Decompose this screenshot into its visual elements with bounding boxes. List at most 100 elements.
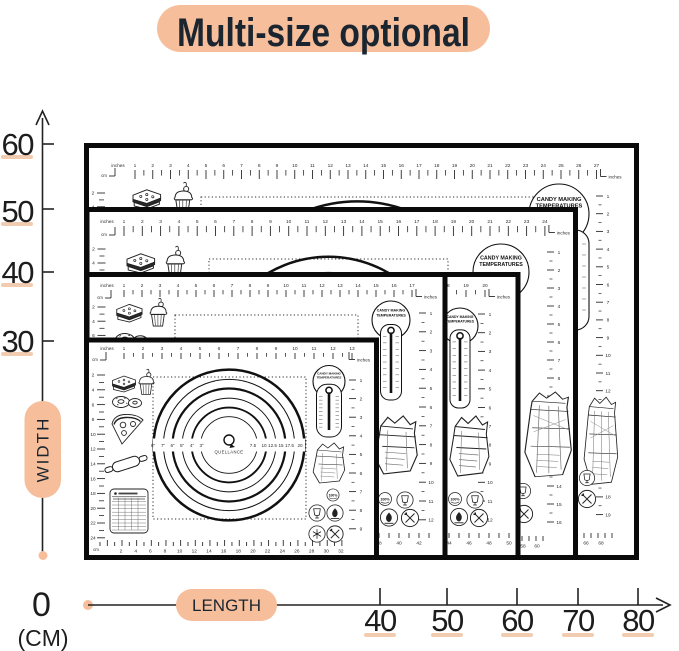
svg-text:44: 44 <box>446 541 452 547</box>
svg-text:8: 8 <box>249 283 252 289</box>
svg-text:21: 21 <box>487 163 493 169</box>
svg-text:inches: inches <box>100 219 114 224</box>
svg-text:3: 3 <box>489 349 492 355</box>
svg-text:TEMPERATURES: TEMPERATURES <box>446 320 475 324</box>
svg-text:5: 5 <box>195 283 198 289</box>
svg-text:3: 3 <box>169 163 172 169</box>
svg-text:12: 12 <box>330 346 336 352</box>
svg-text:7: 7 <box>607 300 610 306</box>
svg-text:5: 5 <box>205 163 208 169</box>
svg-text:inches: inches <box>100 283 114 288</box>
svg-text:CANDY MAKING: CANDY MAKING <box>537 197 582 203</box>
svg-text:16: 16 <box>399 163 405 169</box>
svg-text:2: 2 <box>92 305 95 311</box>
svg-text:9: 9 <box>276 163 279 169</box>
svg-text:24: 24 <box>90 536 96 542</box>
svg-text:TEMPERATURES: TEMPERATURES <box>536 204 583 210</box>
svg-text:20: 20 <box>297 443 303 448</box>
svg-text:4: 4 <box>134 549 137 555</box>
svg-text:14: 14 <box>359 219 365 225</box>
svg-text:1: 1 <box>430 311 433 317</box>
svg-text:5: 5 <box>196 219 199 225</box>
svg-text:inches: inches <box>111 163 125 168</box>
svg-text:7: 7 <box>237 346 240 352</box>
svg-text:TEMPERATURES: TEMPERATURES <box>376 313 406 317</box>
svg-text:15: 15 <box>381 163 387 169</box>
svg-text:TEMPERATURES: TEMPERATURES <box>479 262 523 268</box>
svg-text:2: 2 <box>141 283 144 289</box>
svg-text:20: 20 <box>482 283 488 289</box>
svg-text:5: 5 <box>199 346 202 352</box>
svg-text:8: 8 <box>256 346 259 352</box>
svg-text:50: 50 <box>2 194 35 229</box>
svg-text:46: 46 <box>466 541 472 547</box>
svg-text:6: 6 <box>430 405 433 411</box>
svg-text:3: 3 <box>360 415 363 421</box>
svg-text:11: 11 <box>310 163 315 169</box>
svg-text:58: 58 <box>520 544 526 550</box>
svg-text:23: 23 <box>524 219 530 225</box>
svg-text:18: 18 <box>432 219 438 225</box>
svg-text:6: 6 <box>214 219 217 225</box>
svg-text:cm: cm <box>97 295 103 300</box>
svg-text:7: 7 <box>489 424 492 430</box>
svg-text:4: 4 <box>187 163 190 169</box>
svg-text:9: 9 <box>360 527 363 533</box>
svg-text:inches: inches <box>557 231 571 236</box>
svg-text:6: 6 <box>360 471 363 477</box>
svg-text:6”: 6” <box>170 443 175 448</box>
svg-text:16: 16 <box>90 476 96 482</box>
svg-text:5: 5 <box>430 386 433 392</box>
svg-text:2: 2 <box>141 219 144 225</box>
svg-text:3: 3 <box>159 219 162 225</box>
svg-text:7: 7 <box>558 358 561 364</box>
svg-text:15: 15 <box>373 283 379 289</box>
svg-text:2: 2 <box>558 268 561 274</box>
svg-text:7”: 7” <box>161 443 166 448</box>
svg-text:cm: cm <box>101 232 107 237</box>
svg-text:22: 22 <box>506 219 512 225</box>
svg-text:26: 26 <box>294 549 300 555</box>
svg-text:10: 10 <box>292 163 298 169</box>
svg-text:12: 12 <box>90 447 96 453</box>
svg-text:8: 8 <box>489 443 492 449</box>
svg-text:7: 7 <box>231 283 234 289</box>
svg-text:2: 2 <box>489 331 492 337</box>
svg-text:2: 2 <box>430 330 433 336</box>
svg-text:5: 5 <box>360 452 363 458</box>
svg-text:9: 9 <box>489 461 492 467</box>
svg-text:13: 13 <box>337 283 343 289</box>
svg-text:6: 6 <box>92 333 95 339</box>
svg-text:16: 16 <box>391 283 397 289</box>
svg-text:20: 20 <box>90 506 96 512</box>
svg-text:40: 40 <box>364 603 397 638</box>
svg-text:7: 7 <box>360 489 363 495</box>
svg-text:6: 6 <box>222 163 225 169</box>
svg-text:10: 10 <box>487 480 493 486</box>
svg-text:15: 15 <box>278 443 284 448</box>
svg-text:8: 8 <box>360 508 363 514</box>
svg-text:14: 14 <box>355 283 361 289</box>
svg-text:5”: 5” <box>180 443 185 448</box>
svg-text:8: 8 <box>92 417 95 423</box>
svg-text:20: 20 <box>250 549 256 555</box>
svg-text:12: 12 <box>319 283 325 289</box>
svg-text:4: 4 <box>430 367 433 373</box>
svg-text:8: 8 <box>251 219 254 225</box>
svg-text:38: 38 <box>376 541 382 547</box>
svg-text:24: 24 <box>541 163 547 169</box>
svg-text:30: 30 <box>2 324 35 359</box>
svg-text:1: 1 <box>134 163 137 169</box>
svg-text:10: 10 <box>286 219 292 225</box>
svg-text:Multi-size optional: Multi-size optional <box>177 10 470 54</box>
svg-text:12: 12 <box>487 518 493 524</box>
svg-text:18: 18 <box>236 549 242 555</box>
svg-text:4: 4 <box>178 219 181 225</box>
svg-text:11: 11 <box>429 499 434 505</box>
svg-text:48: 48 <box>486 541 492 547</box>
svg-text:8: 8 <box>558 376 561 382</box>
svg-text:7: 7 <box>430 424 433 430</box>
svg-text:27: 27 <box>594 163 600 169</box>
svg-text:3: 3 <box>161 346 164 352</box>
svg-text:23: 23 <box>523 163 529 169</box>
